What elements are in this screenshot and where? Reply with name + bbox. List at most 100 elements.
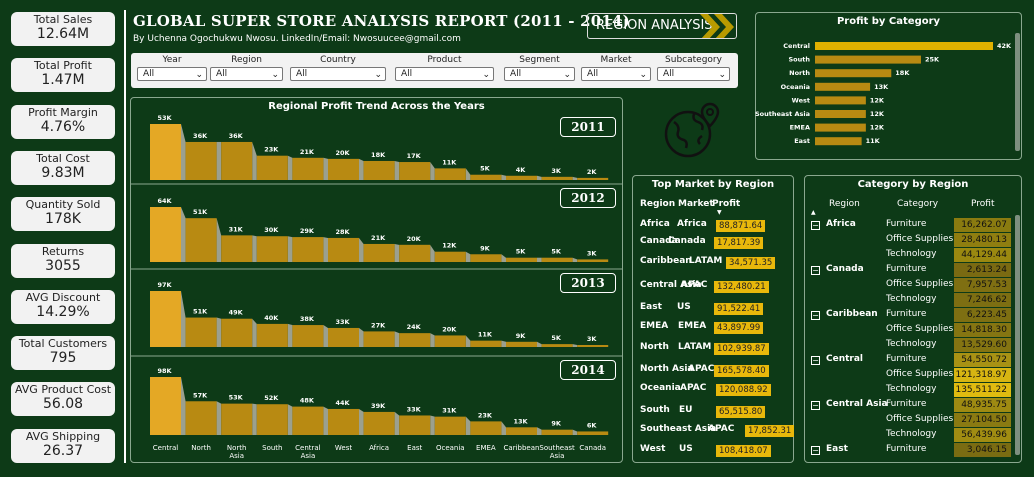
trend-bar[interactable] bbox=[221, 403, 253, 435]
category-profit: 16,262.07 bbox=[954, 218, 1011, 232]
trend-bar[interactable] bbox=[328, 408, 359, 435]
trend-bar[interactable] bbox=[434, 168, 466, 180]
region-analysis-button[interactable]: REGION ANALYSIS bbox=[587, 13, 737, 39]
trend-bar[interactable] bbox=[292, 406, 324, 435]
trend-bar[interactable] bbox=[399, 162, 431, 180]
sort-asc-icon[interactable]: ▲ bbox=[811, 209, 816, 216]
year-label: 2014 bbox=[560, 360, 616, 380]
collapse-icon[interactable]: − bbox=[811, 221, 820, 230]
market-profit: 120,088.92 bbox=[716, 384, 771, 396]
trend-bar[interactable] bbox=[185, 317, 217, 347]
trend-bar[interactable] bbox=[185, 401, 217, 435]
collapse-icon[interactable]: − bbox=[811, 311, 820, 320]
market-region: North bbox=[640, 342, 669, 352]
filter-dropdown[interactable]: All ⌄ bbox=[290, 67, 386, 81]
trend-bar[interactable] bbox=[434, 416, 466, 435]
trend-bar[interactable] bbox=[577, 259, 609, 262]
trend-bar[interactable] bbox=[470, 421, 502, 435]
trend-bar[interactable] bbox=[541, 429, 573, 435]
category-bar[interactable] bbox=[815, 55, 921, 64]
kpi-card: Total Cost 9.83M bbox=[11, 150, 115, 185]
trend-bar[interactable] bbox=[577, 177, 609, 180]
trend-bar[interactable] bbox=[506, 257, 537, 262]
category-bar[interactable] bbox=[815, 82, 871, 91]
trend-bar[interactable] bbox=[256, 323, 288, 347]
trend-bar[interactable] bbox=[541, 344, 573, 347]
column-header[interactable]: Profit bbox=[712, 199, 741, 209]
trend-bar[interactable] bbox=[506, 341, 537, 347]
trend-bar[interactable] bbox=[363, 160, 395, 180]
trend-bar[interactable] bbox=[328, 237, 359, 262]
trend-bar[interactable] bbox=[470, 340, 502, 347]
ribbon bbox=[394, 331, 400, 347]
ribbon bbox=[181, 291, 186, 347]
collapse-icon[interactable]: − bbox=[811, 401, 820, 410]
scrollbar[interactable] bbox=[1015, 33, 1020, 151]
trend-bar[interactable] bbox=[256, 236, 288, 262]
filter-value: All bbox=[401, 69, 413, 79]
trend-bar[interactable] bbox=[328, 158, 359, 180]
data-label: 49K bbox=[229, 309, 244, 317]
trend-bar[interactable] bbox=[292, 157, 324, 180]
trend-bar[interactable] bbox=[399, 244, 431, 262]
collapse-icon[interactable]: − bbox=[811, 446, 820, 455]
trend-bar[interactable] bbox=[506, 175, 537, 180]
column-header[interactable]: Region bbox=[640, 199, 676, 209]
trend-bar[interactable] bbox=[185, 218, 217, 262]
data-label: 17K bbox=[407, 152, 422, 160]
trend-bar[interactable] bbox=[434, 251, 466, 262]
column-header[interactable]: Profit bbox=[971, 199, 995, 209]
trend-bar[interactable] bbox=[292, 237, 324, 262]
trend-bar[interactable] bbox=[470, 254, 502, 262]
kpi-value: 178K bbox=[45, 211, 81, 228]
category-bar[interactable] bbox=[815, 96, 866, 105]
category-bar[interactable] bbox=[815, 123, 866, 132]
trend-bar[interactable] bbox=[363, 411, 395, 435]
trend-bar[interactable] bbox=[399, 333, 431, 347]
trend-bar[interactable] bbox=[328, 327, 359, 347]
column-header[interactable]: Region bbox=[829, 199, 860, 209]
filter-dropdown[interactable]: All ⌄ bbox=[657, 67, 730, 81]
filter-dropdown[interactable]: All ⌄ bbox=[504, 67, 575, 81]
trend-bar[interactable] bbox=[221, 235, 253, 262]
category-bar[interactable] bbox=[815, 110, 866, 118]
trend-bar[interactable] bbox=[150, 291, 181, 347]
trend-bar[interactable] bbox=[577, 345, 609, 347]
trend-bar[interactable] bbox=[399, 415, 431, 435]
trend-bar[interactable] bbox=[256, 404, 288, 435]
filter-dropdown[interactable]: All ⌄ bbox=[210, 67, 283, 81]
filter-dropdown[interactable]: All ⌄ bbox=[137, 67, 207, 81]
trend-bar[interactable] bbox=[256, 155, 288, 180]
trend-bar[interactable] bbox=[363, 243, 395, 262]
trend-bar[interactable] bbox=[221, 318, 253, 347]
column-header[interactable]: Market bbox=[678, 199, 714, 209]
year-label: 2011 bbox=[560, 117, 616, 137]
collapse-icon[interactable]: − bbox=[811, 356, 820, 365]
category-bar[interactable] bbox=[815, 69, 892, 78]
trend-bar[interactable] bbox=[541, 176, 573, 180]
trend-bar[interactable] bbox=[221, 141, 253, 180]
sort-desc-icon[interactable]: ▼ bbox=[717, 209, 722, 216]
category-bar[interactable] bbox=[815, 137, 862, 146]
trend-bar[interactable] bbox=[434, 335, 466, 347]
category-bar[interactable] bbox=[815, 42, 993, 50]
category-label: Asia bbox=[301, 452, 316, 460]
trend-bar[interactable] bbox=[506, 427, 537, 435]
trend-bar[interactable] bbox=[185, 141, 217, 180]
column-header[interactable]: Category bbox=[897, 199, 939, 209]
scrollbar[interactable] bbox=[1015, 215, 1020, 455]
trend-bar[interactable] bbox=[292, 325, 324, 347]
collapse-icon[interactable]: − bbox=[811, 266, 820, 275]
trend-bar[interactable] bbox=[470, 174, 502, 180]
trend-bar[interactable] bbox=[150, 377, 181, 435]
filter-dropdown[interactable]: All ⌄ bbox=[395, 67, 494, 81]
ribbon bbox=[359, 158, 364, 180]
trend-bar[interactable] bbox=[363, 331, 395, 347]
trend-bar[interactable] bbox=[577, 431, 609, 435]
filter-dropdown[interactable]: All ⌄ bbox=[581, 67, 651, 81]
trend-bar[interactable] bbox=[541, 257, 573, 262]
profit-by-category-chart: Central 42K South 25K North 18K Oceania 13K West… bbox=[755, 42, 1012, 146]
trend-bar[interactable] bbox=[150, 207, 181, 262]
trend-bar[interactable] bbox=[150, 124, 181, 180]
category-profit: 56,439.96 bbox=[954, 428, 1011, 442]
